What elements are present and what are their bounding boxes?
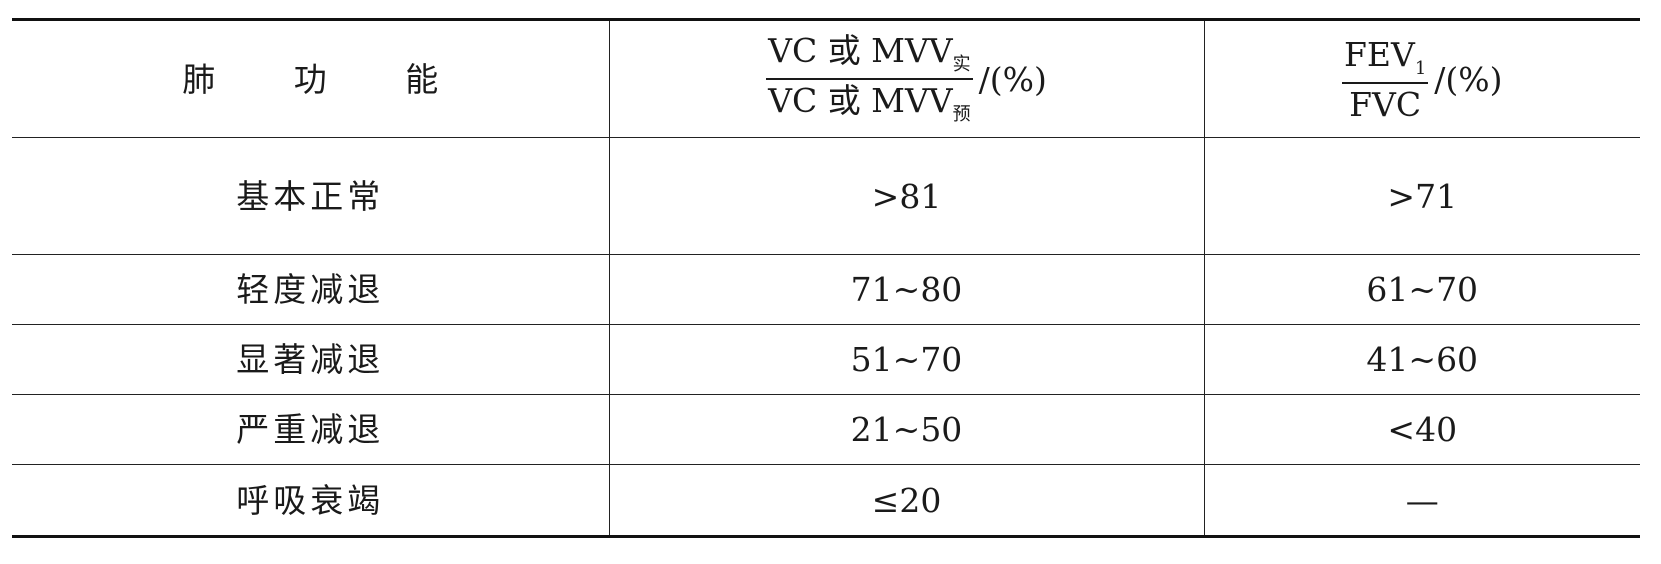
row-fev-fvc-value: <40 [1203,394,1640,465]
row-vc-mvv-value: ≤20 [608,464,1204,537]
table-row: 显著减退 51~70 41~60 [12,324,1640,395]
fev-fvc-denominator: FVC [1349,84,1422,124]
row-fev-fvc-value: >71 [1203,137,1640,255]
vc-mvv-fraction: VC 或 MVV实 VC 或 MVV预 [766,34,973,124]
fev-fvc-numerator-sub: 1 [1414,57,1427,79]
vc-mvv-unit: /(%) [978,59,1047,99]
row-label: 基本正常 [12,137,609,255]
row-fev-fvc-value: 61~70 [1203,254,1640,325]
table-row: 严重减退 21~50 <40 [12,394,1640,465]
vc-mvv-numerator: VC 或 MVV实 [766,34,973,80]
header-vc-mvv: VC 或 MVV实 VC 或 MVV预 /(%) [608,19,1204,138]
row-label: 呼吸衰竭 [12,464,609,537]
row-label: 严重减退 [12,394,609,465]
lung-function-table-container: 肺 功 能 VC 或 MVV实 VC 或 MVV预 /(%) FEV1 FVC [12,18,1640,538]
header-lung-function-label: 肺 功 能 [182,59,473,99]
vc-mvv-formula: VC 或 MVV实 VC 或 MVV预 /(%) [766,34,1047,124]
vc-mvv-numerator-sub: 实 [952,54,971,75]
table-row: 轻度减退 71~80 61~70 [12,254,1640,325]
fev-fvc-formula: FEV1 FVC /(%) [1341,34,1503,124]
table-row: 基本正常 >81 >71 [12,137,1640,255]
row-vc-mvv-value: 51~70 [608,324,1204,395]
row-label: 轻度减退 [12,254,609,325]
fev-fvc-numerator: FEV1 [1341,34,1429,84]
row-fev-fvc-value: — [1203,464,1640,537]
vc-mvv-denominator-main: VC 或 MVV [768,81,953,120]
table-row: 呼吸衰竭 ≤20 — [12,464,1640,537]
header-fev-fvc: FEV1 FVC /(%) [1203,19,1640,138]
vc-mvv-denominator-sub: 预 [952,104,971,125]
header-row: 肺 功 能 VC 或 MVV实 VC 或 MVV预 /(%) FEV1 FVC [12,19,1640,138]
row-vc-mvv-value: 71~80 [608,254,1204,325]
vc-mvv-denominator: VC 或 MVV预 [766,80,973,124]
fev-fvc-fraction: FEV1 FVC [1341,34,1429,124]
row-fev-fvc-value: 41~60 [1203,324,1640,395]
fev-fvc-unit: /(%) [1434,59,1503,99]
fev-fvc-numerator-main: FEV [1343,34,1415,74]
row-vc-mvv-value: 21~50 [608,394,1204,465]
lung-function-table: 肺 功 能 VC 或 MVV实 VC 或 MVV预 /(%) FEV1 FVC [12,18,1640,538]
vc-mvv-numerator-main: VC 或 MVV [768,31,953,70]
row-vc-mvv-value: >81 [608,137,1204,255]
row-label: 显著减退 [12,324,609,395]
header-lung-function: 肺 功 能 [12,19,609,138]
